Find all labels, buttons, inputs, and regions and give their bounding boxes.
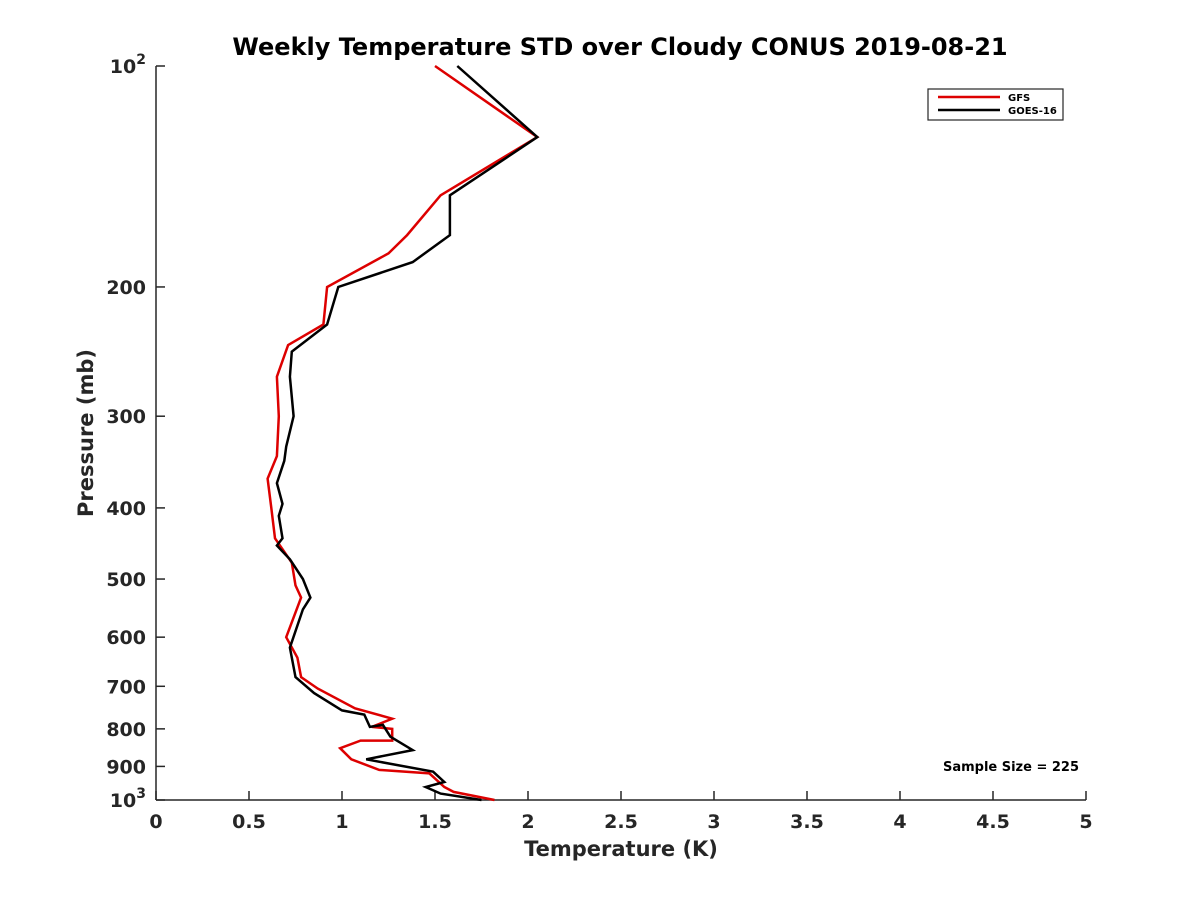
y-tick-label: 200	[106, 277, 146, 299]
series-line-goes16	[275, 65, 540, 802]
y-tick-label: 400	[106, 498, 146, 520]
x-tick-label: 1.5	[418, 811, 452, 833]
x-axis-label: Temperature (K)	[524, 837, 718, 861]
y-tick-label: 103	[110, 786, 146, 812]
y-tick-label: 500	[106, 569, 146, 591]
y-tick-label: 600	[106, 627, 146, 649]
y-tick-exponent: 2	[136, 52, 146, 68]
x-tick-label: 3.5	[790, 811, 824, 833]
y-tick-base: 10	[110, 790, 136, 812]
x-tick-label: 4	[893, 811, 906, 833]
sample-size-annotation: Sample Size = 225	[943, 760, 1079, 775]
x-tick-label: 0	[149, 811, 162, 833]
y-tick-label: 700	[106, 676, 146, 698]
legend: GFS GOES-16	[927, 88, 1064, 121]
x-tick-label: 1	[335, 811, 348, 833]
y-axis-label: Pressure (mb)	[74, 349, 98, 517]
x-tick-label: 2	[521, 811, 534, 833]
series-line-gfs	[266, 64, 540, 802]
x-tick-label: 3	[707, 811, 720, 833]
y-tick-label: 102	[110, 52, 146, 78]
x-ticks: 0 0.5 1 1.5 2 2.5 3 3.5 4 4.5 5	[149, 791, 1093, 833]
y-tick-base: 10	[110, 56, 136, 78]
y-tick-exponent: 3	[136, 786, 146, 802]
legend-label-gfs: GFS	[1008, 93, 1030, 104]
chart-title: Weekly Temperature STD over Cloudy CONUS…	[232, 33, 1007, 61]
x-tick-label: 4.5	[976, 811, 1010, 833]
y-tick-label: 800	[106, 719, 146, 741]
series-group	[266, 64, 540, 802]
x-tick-label: 0.5	[232, 811, 266, 833]
legend-box	[927, 88, 1064, 121]
x-tick-label: 5	[1079, 811, 1092, 833]
legend-label-goes16: GOES-16	[1008, 106, 1057, 117]
y-tick-label: 900	[106, 756, 146, 778]
x-tick-label: 2.5	[604, 811, 638, 833]
y-tick-label: 300	[106, 406, 146, 428]
